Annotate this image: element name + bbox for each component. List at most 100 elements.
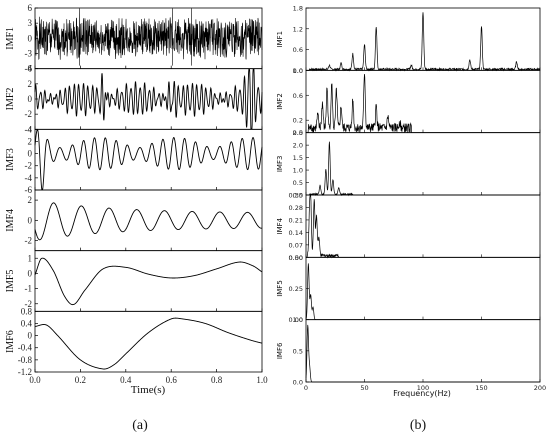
x-tick-label: 0 — [304, 384, 308, 392]
y-tick-label: 0.5 — [293, 179, 303, 187]
y-tick-label: -2 — [25, 236, 33, 246]
y-axis-label: IMF2 — [276, 93, 284, 110]
panel-frame — [305, 132, 541, 196]
y-tick-label: 0.07 — [289, 241, 303, 249]
x-tick-label: 0.2 — [75, 375, 86, 385]
y-tick-label: 0 — [28, 33, 33, 43]
chart-a-caption: (a) — [132, 418, 148, 433]
y-tick-label: -6 — [25, 64, 33, 74]
y-tick-label: -2 — [25, 109, 33, 119]
y-tick-label: -4 — [25, 124, 33, 134]
series-line — [34, 202, 263, 241]
y-tick-label: 0.8 — [21, 306, 33, 316]
y-tick-label: 0.0 — [293, 379, 303, 387]
panel-frame — [305, 319, 541, 383]
y-axis-label: IMF6 — [5, 330, 16, 353]
y-tick-label: 0.4 — [21, 318, 33, 328]
y-tick-label: 2 — [28, 136, 33, 146]
series-line — [34, 257, 263, 306]
y-tick-label: -0.8 — [18, 355, 33, 365]
y-tick-label: 0.28 — [289, 204, 303, 212]
y-tick-label: -2 — [25, 299, 33, 309]
y-tick-label: 0 — [28, 94, 33, 104]
y-tick-label: 0.0 — [293, 129, 303, 137]
y-axis-label: IMF1 — [276, 31, 284, 48]
x-tick-label: 100 — [417, 384, 429, 392]
y-axis-label: IMF1 — [5, 27, 16, 50]
y-tick-label: 0.6 — [293, 92, 303, 100]
spectrum-line — [306, 141, 540, 197]
y-tick-label: 2 — [28, 79, 33, 89]
chart-b-caption: (b) — [410, 418, 427, 433]
y-tick-label: 1 — [28, 253, 33, 263]
y-tick-label: 0.50 — [289, 254, 303, 262]
y-tick-label: 2.5 — [293, 129, 303, 137]
y-axis-label: IMF6 — [276, 342, 284, 359]
y-tick-label: 1.8 — [293, 5, 303, 13]
y-tick-label: 1.0 — [293, 316, 303, 324]
x-tick-label: 150 — [475, 384, 487, 392]
y-tick-label: 0 — [28, 215, 33, 225]
spectrum-line — [306, 12, 541, 72]
y-tick-label: 0.6 — [293, 46, 303, 54]
y-tick-label: 3 — [28, 18, 33, 28]
x-tick-label: 50 — [360, 384, 368, 392]
x-tick-label: 0.8 — [211, 375, 223, 385]
y-axis-label: IMF5 — [276, 280, 284, 297]
panel-frame — [305, 69, 541, 134]
y-tick-label: 0.00 — [289, 316, 303, 324]
spectrum-line — [306, 195, 540, 259]
y-tick-label: -2 — [25, 161, 33, 171]
y-tick-label: 0.2 — [293, 117, 303, 125]
y-tick-label: -1.2 — [18, 367, 32, 377]
y-axis-label: IMF2 — [5, 88, 16, 111]
spectrum-line — [306, 74, 540, 134]
panel-frame — [305, 194, 541, 258]
panel-frame — [34, 189, 263, 252]
spectrum-line — [305, 324, 540, 383]
y-tick-label: 0.35 — [289, 192, 303, 200]
panel-frame — [34, 128, 263, 191]
y-tick-label: 0.25 — [289, 285, 303, 293]
series-line — [34, 129, 263, 190]
y-tick-label: 1.0 — [293, 167, 303, 175]
y-tick-label: 1.2 — [293, 25, 303, 33]
y-tick-label: 4 — [28, 64, 33, 74]
y-tick-label: 0.0 — [293, 192, 303, 200]
chart-a-xlabel: Time(s) — [131, 384, 166, 396]
y-tick-label: -3 — [25, 49, 33, 59]
series-line — [34, 8, 263, 66]
y-tick-label: 0 — [28, 331, 33, 341]
y-tick-label: 2.0 — [293, 142, 303, 150]
y-tick-label: 4 — [28, 124, 33, 134]
y-axis-label: IMF3 — [5, 148, 16, 171]
y-tick-label: 0.00 — [289, 254, 303, 262]
series-line — [34, 317, 263, 370]
x-tick-label: 0.6 — [166, 375, 178, 385]
y-tick-label: -0.4 — [18, 343, 33, 353]
y-axis-label: IMF5 — [5, 270, 16, 293]
y-tick-label: -4 — [25, 173, 33, 183]
y-tick-label: 1.5 — [293, 154, 303, 162]
chart-a-imf-time-series: 6 3 0 -3 -6 IMF1 4 2 0 -2 -4 IMF2 4 2 0 -2 -4 -6 IMF3 2 0 -2 I… — [5, 3, 268, 385]
y-tick-label: 0.21 — [289, 216, 303, 224]
x-tick-label: 0.4 — [120, 375, 132, 385]
y-tick-label: 6 — [28, 3, 33, 13]
y-tick-label: 0.14 — [289, 229, 303, 237]
y-tick-label: -1 — [25, 284, 33, 294]
y-tick-label: 0 — [28, 149, 33, 159]
x-tick-label: 200 — [534, 384, 546, 392]
y-tick-label: 0.5 — [293, 347, 303, 355]
spectrum-line — [305, 263, 540, 321]
y-axis-label: IMF3 — [276, 156, 284, 173]
y-tick-label: 2 — [28, 195, 33, 205]
panel-frame — [305, 256, 541, 321]
panel-frame — [34, 68, 263, 130]
series-line — [34, 68, 263, 130]
y-axis-label: IMF4 — [276, 217, 284, 234]
y-tick-label: 1.0 — [293, 67, 303, 75]
chart-b-xlabel: Frequency(Hz) — [393, 389, 451, 398]
x-tick-label: 1.0 — [256, 375, 268, 385]
x-tick-label: 0.0 — [29, 375, 41, 385]
